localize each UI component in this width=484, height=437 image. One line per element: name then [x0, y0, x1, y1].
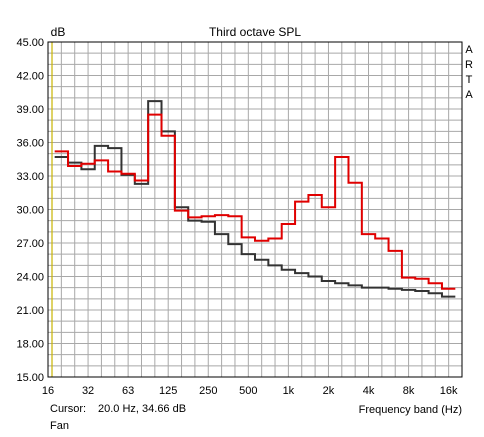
x-tick-label: 2k — [323, 385, 335, 397]
x-tick-label: 16k — [440, 385, 458, 397]
y-tick-label: 39.00 — [16, 104, 44, 116]
y-tick-label: 18.00 — [16, 339, 44, 351]
brand-letter: R — [465, 59, 473, 71]
x-tick-label: 125 — [159, 385, 177, 397]
series-line-0 — [54, 100, 456, 298]
y-tick-label: 15.00 — [16, 372, 44, 384]
x-tick-label: 500 — [239, 385, 257, 397]
x-tick-label: 4k — [363, 385, 375, 397]
y-tick-label: 21.00 — [16, 305, 44, 317]
brand-letter: T — [466, 74, 473, 86]
y-axis-label: dB — [51, 25, 66, 39]
y-tick-label: 45.00 — [16, 37, 44, 49]
y-tick-labels: 45.00 42.00 39.00 36.00 33.00 30.00 27.00 24.00… — [16, 37, 44, 384]
y-tick-label: 27.00 — [16, 238, 44, 250]
y-tick-label: 30.00 — [16, 205, 44, 217]
x-axis-label: Frequency band (Hz) — [359, 404, 462, 416]
plot-frame — [47, 41, 463, 378]
series-line-1 — [54, 113, 456, 290]
x-tick-labels: 16 32 63 125 250 500 1k 2k 4k 8k 16k — [42, 385, 458, 397]
y-tick-label: 24.00 — [16, 272, 44, 284]
chart-title: Third octave SPL — [209, 25, 301, 39]
x-tick-label: 63 — [122, 385, 134, 397]
brand-letter: A — [465, 89, 473, 101]
grid — [48, 42, 462, 377]
brand-letter: A — [465, 44, 473, 56]
y-tick-label: 36.00 — [16, 138, 44, 150]
x-tick-label: 1k — [283, 385, 295, 397]
cursor-readout: 20.0 Hz, 34.66 dB — [98, 403, 187, 415]
y-tick-label: 42.00 — [16, 71, 44, 83]
series-layer — [54, 100, 456, 298]
cursor-label: Cursor: — [50, 403, 87, 415]
x-tick-label: 16 — [42, 385, 54, 397]
x-tick-label: 8k — [403, 385, 415, 397]
x-tick-label: 32 — [82, 385, 94, 397]
x-tick-label: 250 — [199, 385, 217, 397]
y-tick-label: 33.00 — [16, 171, 44, 183]
fan-label: Fan — [50, 420, 69, 432]
